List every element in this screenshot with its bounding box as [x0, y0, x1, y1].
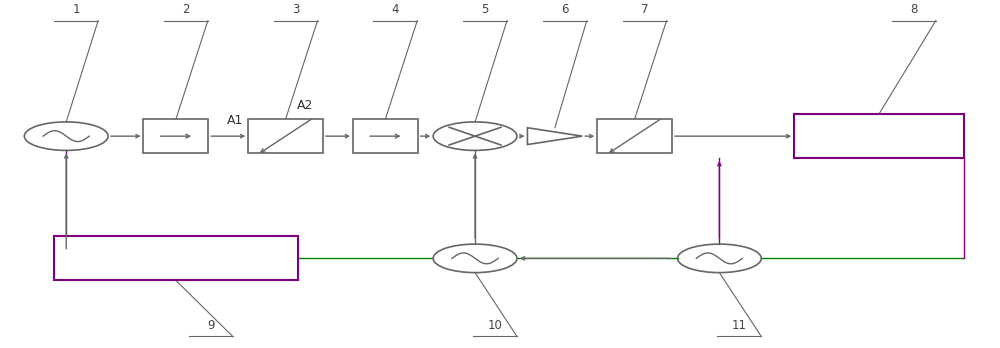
- Text: 2: 2: [182, 3, 190, 16]
- Text: 9: 9: [207, 319, 215, 332]
- Text: 10: 10: [488, 319, 502, 332]
- Text: 6: 6: [561, 3, 569, 16]
- Text: 3: 3: [292, 3, 299, 16]
- Text: 7: 7: [641, 3, 648, 16]
- Text: 5: 5: [481, 3, 489, 16]
- Text: 8: 8: [910, 3, 918, 16]
- Bar: [794, 114, 964, 158]
- Bar: [353, 119, 418, 153]
- Bar: [248, 119, 323, 153]
- Bar: [143, 119, 208, 153]
- Text: 1: 1: [72, 3, 80, 16]
- Text: A1: A1: [227, 114, 243, 127]
- Text: 4: 4: [392, 3, 399, 16]
- Text: A2: A2: [297, 99, 313, 112]
- Text: 11: 11: [732, 319, 747, 332]
- Bar: [54, 236, 298, 280]
- Bar: [597, 119, 672, 153]
